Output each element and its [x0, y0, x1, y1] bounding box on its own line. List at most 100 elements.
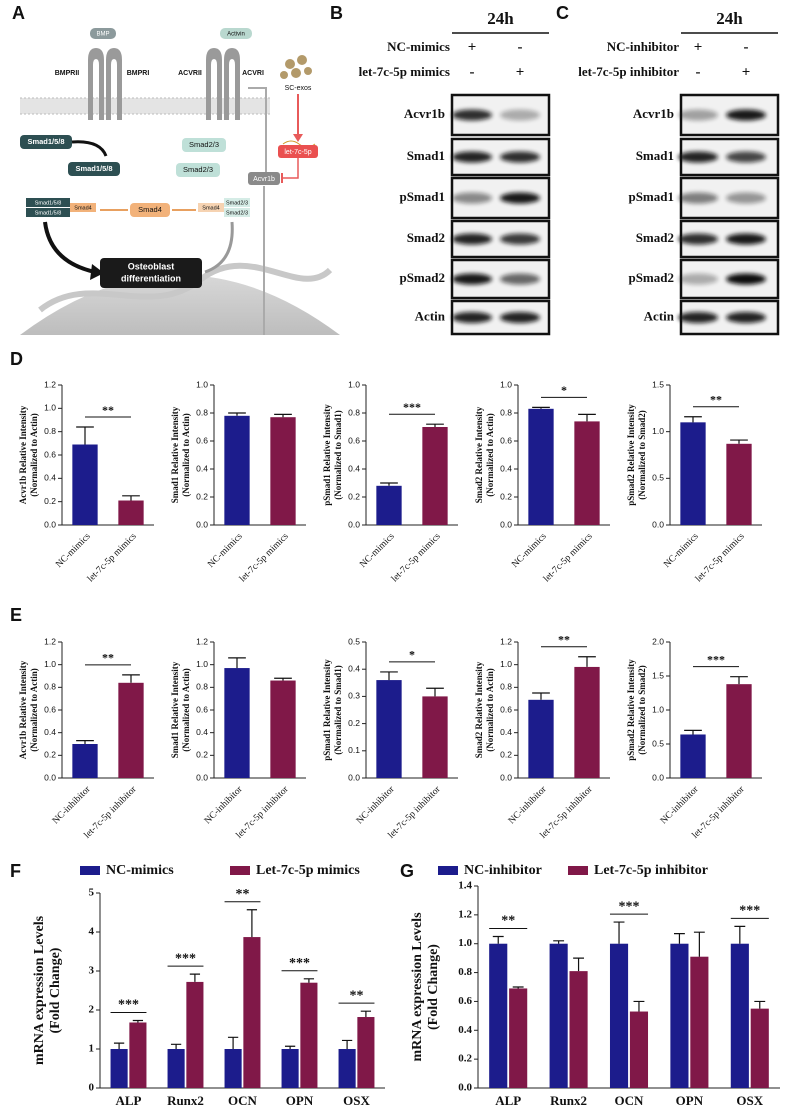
x-tick-label: let-7c-5p mimics [238, 531, 291, 584]
bar [528, 699, 554, 778]
x-tick-label: NC-inhibitor [51, 784, 93, 826]
y-tick-label: 0.6 [44, 704, 56, 714]
y-tick-label: 0.0 [196, 519, 208, 529]
lane-sign: - [744, 39, 749, 55]
error-bar [426, 687, 444, 697]
lane-sign: - [518, 39, 523, 55]
legend-label: Let-7c-5p mimics [256, 863, 360, 878]
bar [357, 1017, 375, 1088]
y-tick-label: 0.8 [196, 407, 208, 417]
western-blots: 24h NC-mimics + - let-7c-5p mimics - + Acvr1b Sm… [359, 9, 780, 336]
blot-band [678, 109, 718, 121]
y-tick-label: 0.8 [44, 682, 56, 692]
complex-label: Smad2/3 [226, 200, 248, 206]
y-tick-label: 1.4 [458, 880, 472, 892]
error-bar [492, 935, 504, 944]
y-tick-label: 0.4 [196, 463, 208, 473]
y-axis-label: (Normalized to Smad1) [333, 410, 343, 500]
error-bar [113, 1042, 125, 1049]
bar [224, 668, 250, 778]
y-tick-label: 1.5 [652, 670, 664, 680]
arrow [71, 140, 108, 157]
arrow [248, 87, 267, 172]
significance-label: *** [707, 652, 725, 666]
bar [300, 982, 318, 1088]
bar [72, 444, 98, 525]
bar [338, 1049, 356, 1088]
bar [224, 1049, 242, 1088]
y-tick-label: 0.6 [500, 704, 512, 714]
y-tick-label: 1.0 [652, 704, 664, 714]
significance-label: ** [501, 914, 515, 929]
y-axis-label: (Normalized to Actin) [29, 668, 39, 751]
bar [726, 684, 752, 778]
bar [376, 680, 402, 778]
smad-box [176, 163, 220, 177]
error-bar [684, 416, 702, 423]
x-tick-label: OSX [736, 1093, 763, 1108]
complex-label: Smad4 [202, 205, 219, 211]
error-bar [274, 413, 292, 418]
y-tick-label: 1.2 [458, 908, 472, 920]
bar [750, 1008, 769, 1088]
protein-label: Smad1 [407, 148, 445, 163]
x-tick-label: OSX [343, 1093, 370, 1108]
complex-box [26, 198, 70, 207]
bar [110, 1049, 128, 1088]
complex-label: Smad1/5/8 [35, 210, 62, 216]
error-bar [122, 495, 140, 501]
error-bar [734, 925, 746, 944]
y-tick-label: 1.0 [196, 379, 208, 389]
y-tick-label: 0.0 [44, 519, 56, 529]
y-tick-label: 4 [89, 926, 95, 938]
blot-band [726, 109, 766, 121]
membrane [20, 98, 270, 114]
bar [680, 422, 706, 525]
x-tick-label: NC-mimics [206, 531, 245, 570]
y-axis-label: Smad1 Relative Intensity [170, 661, 180, 758]
significance-label: ** [236, 887, 250, 902]
error-bar [228, 412, 246, 416]
blot-band [726, 312, 766, 323]
legend-swatch [568, 866, 588, 875]
y-axis-label: Acvr1b Relative Intensity [18, 405, 28, 504]
y-tick-label: 0.0 [500, 519, 512, 529]
panel-label: E [10, 605, 22, 625]
x-tick-label: OPN [286, 1093, 314, 1108]
bar [489, 943, 508, 1088]
blot-band [452, 312, 492, 323]
x-tick-label: OPN [676, 1093, 704, 1108]
x-tick-label: NC-mimics [54, 531, 93, 570]
x-tick-label: OCN [615, 1093, 645, 1108]
error-bar [246, 909, 258, 938]
bar [118, 682, 144, 778]
receptors [88, 48, 240, 120]
y-tick-label: 0.8 [500, 407, 512, 417]
x-tick-label: ALP [495, 1093, 521, 1108]
protein-label: Smad1 [636, 148, 674, 163]
x-tick-label: NC-mimics [358, 531, 397, 570]
x-tick-label: NC-inhibitor [659, 784, 701, 826]
blot-band [726, 192, 766, 204]
lane-sign: - [696, 64, 701, 80]
error-bar [274, 677, 292, 681]
error-bar [730, 439, 748, 444]
blot-band [452, 109, 492, 121]
blot-band [500, 192, 540, 204]
complex-box [198, 203, 224, 212]
blot-band [678, 151, 718, 163]
x-tick-label: ALP [116, 1093, 142, 1108]
y-tick-label: 2 [89, 1004, 95, 1016]
y-tick-label: 0.0 [500, 772, 512, 782]
y-tick-label: 0.6 [458, 995, 472, 1007]
bar [72, 744, 98, 778]
x-tick-label: OCN [228, 1093, 258, 1108]
y-tick-label: 0.0 [348, 519, 360, 529]
lane-sign: + [694, 39, 703, 55]
complex-box [70, 203, 96, 212]
charts: 0.0 0.2 0.4 0.6 0.8 1.0 1.2 Acvr1b Relative Int… [18, 379, 780, 1108]
bar [549, 943, 568, 1088]
time-label: 24h [716, 9, 743, 28]
error-bar [532, 692, 550, 700]
y-tick-label: 0.8 [196, 682, 208, 692]
